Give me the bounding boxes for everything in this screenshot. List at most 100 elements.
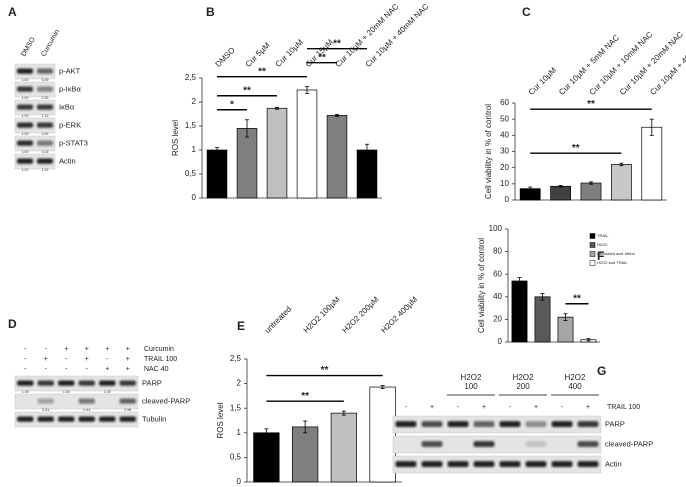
blot-band — [395, 421, 417, 428]
error-bar — [305, 86, 309, 94]
bar — [550, 185, 571, 201]
error-bar — [558, 185, 563, 188]
y-tick-label: 0 — [192, 193, 197, 202]
blot-band — [525, 461, 547, 468]
significance-label: ** — [573, 293, 581, 304]
band-quant: 1.00 — [104, 390, 111, 394]
treatment-sign: + — [482, 404, 486, 411]
significance-label: ** — [321, 365, 329, 376]
blot-band — [119, 398, 136, 404]
treatment-sign: - — [24, 366, 27, 373]
error-bar — [528, 186, 533, 191]
y-tick-label: 2,5 — [185, 73, 197, 82]
blot-band — [17, 104, 33, 110]
error-bar — [303, 420, 308, 434]
band-quant: 0.39 — [42, 78, 49, 82]
blot-band — [17, 68, 33, 74]
treatment-sign: + — [105, 366, 109, 373]
blot-band — [577, 461, 599, 468]
y-tick-label: 20 — [493, 315, 502, 324]
blot-band — [99, 416, 116, 422]
blot-band — [499, 461, 521, 468]
category-label: DMSO — [214, 46, 237, 69]
panel-letter: E — [237, 319, 245, 333]
band-quant: 1.00 — [22, 132, 29, 136]
blot-band — [119, 380, 136, 386]
bar — [291, 426, 319, 483]
band-label: PARP — [142, 378, 162, 387]
y-tick-label: 2 — [192, 97, 197, 106]
blot-band — [17, 416, 34, 422]
significance-label: ** — [301, 391, 309, 402]
y-tick-label: 10 — [500, 179, 509, 188]
band-quant: 0.15 — [42, 150, 49, 154]
band-label: p-STAT3 — [59, 138, 88, 147]
band-quant: 0.58 — [124, 408, 131, 412]
y-tick-label: 80 — [493, 247, 502, 256]
band-quant: 1.12 — [42, 114, 49, 118]
blot-strip — [14, 411, 139, 428]
treatment-sign: - — [86, 366, 89, 373]
treatment-label: Curcumin — [144, 346, 174, 353]
y-axis-label: ROS level — [171, 120, 180, 156]
band-label: cleaved-PARP — [142, 396, 190, 405]
bar — [580, 182, 602, 201]
band-quant: 0.25 — [42, 96, 49, 100]
y-tick-label: 50 — [500, 114, 509, 123]
blot-band — [37, 398, 54, 404]
group-label-line: H2O2 — [565, 373, 586, 382]
blot-band — [499, 421, 521, 428]
band-quant: 1.00 — [22, 78, 29, 82]
category-label: Cur 10µM + 40mM NAC — [364, 2, 431, 69]
legend-label: H2O2 and TRAIL — [597, 260, 628, 265]
treatment-sign: - — [457, 404, 460, 411]
category-label: untreated — [263, 305, 293, 335]
treatment-sign: + — [105, 346, 109, 353]
blot-band — [78, 398, 95, 404]
panel-letter: D — [8, 317, 17, 331]
group-label-line: 100 — [464, 382, 478, 391]
band-quant: 1.02 — [42, 168, 49, 172]
band-quant: 1.00 — [63, 390, 70, 394]
bar — [611, 164, 632, 201]
y-tick-label: 60 — [500, 98, 509, 107]
group-label-line: 200 — [516, 382, 530, 391]
treatment-sign: - — [45, 366, 48, 373]
y-tick-label: 0 — [237, 477, 242, 486]
blot-strip — [14, 375, 139, 392]
category-label: H2O2 100µM — [302, 295, 342, 335]
error-bar — [215, 147, 219, 153]
y-tick-label: 40 — [500, 130, 509, 139]
treatment-sign: + — [64, 346, 68, 353]
bar — [511, 280, 528, 343]
group-label-line: H2O2 — [461, 373, 482, 382]
bar — [369, 386, 396, 483]
error-bar — [619, 162, 624, 167]
blot-band — [525, 441, 547, 448]
band-quant: 1.00 — [22, 150, 29, 154]
blot-band — [17, 86, 33, 92]
error-bar — [245, 119, 249, 138]
blot-band — [421, 461, 443, 468]
y-tick-label: 1,5 — [230, 403, 242, 412]
band-label: p-IκBα — [59, 84, 82, 93]
band-quant: 1.00 — [22, 390, 29, 394]
band-quant: 1.00 — [22, 96, 29, 100]
blot-band — [37, 104, 53, 110]
blot-band — [37, 158, 53, 164]
band-quant: 0.92 — [42, 132, 49, 136]
error-bar — [264, 428, 269, 438]
panel-letter: G — [597, 364, 606, 378]
blot-band — [473, 441, 495, 448]
y-tick-label: 0 — [498, 337, 503, 346]
blot-band — [525, 421, 547, 428]
error-bar — [341, 410, 346, 416]
treatment-sign: - — [561, 404, 564, 411]
error-bar — [563, 313, 568, 321]
legend-label: TRAIL — [597, 233, 609, 238]
significance-label: ** — [243, 85, 251, 96]
blot-band — [37, 380, 54, 386]
error-bar — [649, 118, 654, 136]
blot-strip — [14, 99, 56, 116]
bar — [326, 115, 348, 199]
